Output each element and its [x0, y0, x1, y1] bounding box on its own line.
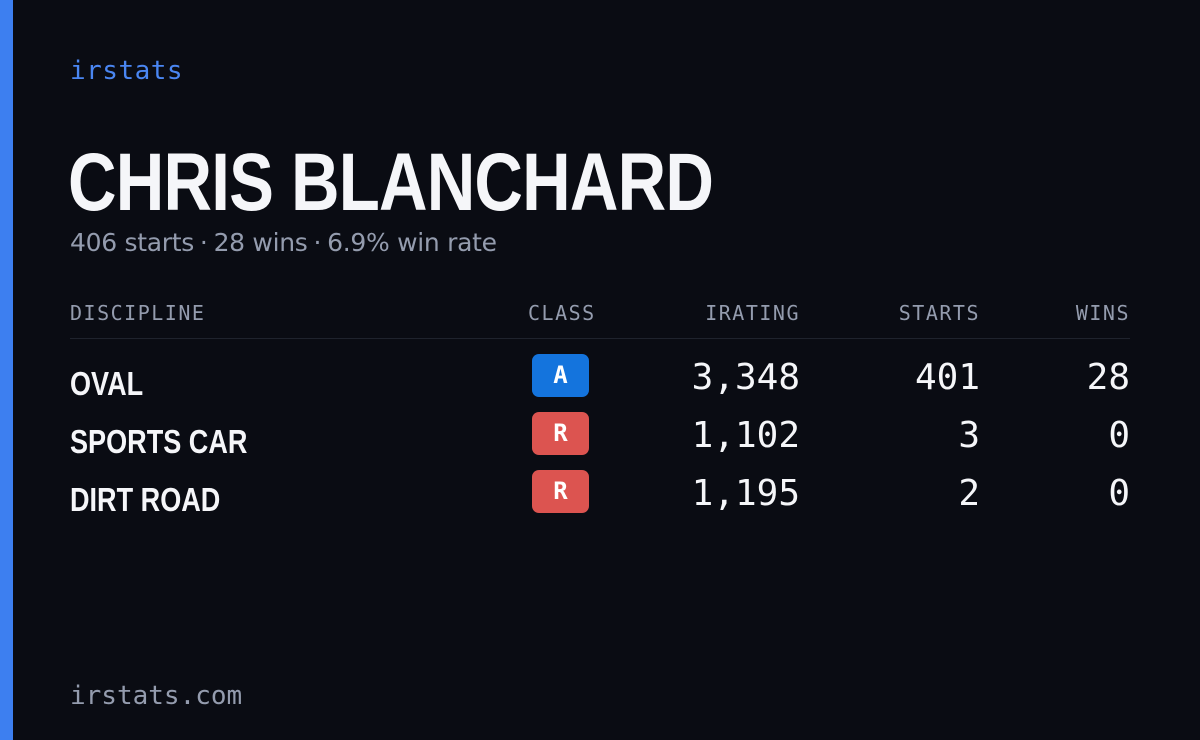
summary-win-rate: 6.9% win rate: [327, 228, 497, 257]
row-irating: 3,348: [691, 357, 800, 398]
row-wins: 0: [1108, 415, 1130, 456]
header-wins: WINS: [1075, 301, 1130, 325]
row-starts: 3: [958, 415, 980, 456]
row-irating: 1,195: [691, 473, 800, 514]
class-badge: R: [532, 470, 589, 513]
footer-url: irstats.com: [70, 681, 243, 711]
table-row: SPORTS CAR R 1,102 3 0: [70, 410, 1130, 468]
table-header: DISCIPLINE CLASS IRATING STARTS WINS: [70, 300, 1130, 339]
summary-wins: 28 wins: [213, 228, 308, 257]
brand-logo-text: irstats: [70, 56, 184, 86]
class-badge: A: [532, 354, 589, 397]
header-irating: IRATING: [705, 301, 800, 325]
row-discipline: OVAL: [70, 365, 144, 402]
table-row: DIRT ROAD R 1,195 2 0: [70, 468, 1130, 526]
row-discipline: DIRT ROAD: [70, 481, 221, 518]
row-discipline: SPORTS CAR: [70, 423, 248, 460]
class-badge: R: [532, 412, 589, 455]
row-starts: 2: [958, 473, 980, 514]
table-row: OVAL A 3,348 401 28: [70, 352, 1130, 410]
header-class: CLASS: [528, 301, 596, 325]
row-wins: 28: [1086, 357, 1130, 398]
driver-summary: 406 starts · 28 wins · 6.9% win rate: [70, 228, 497, 257]
row-irating: 1,102: [691, 415, 800, 456]
header-starts: STARTS: [898, 301, 980, 325]
summary-starts: 406 starts: [70, 228, 194, 257]
row-wins: 0: [1108, 473, 1130, 514]
driver-name: CHRIS BLANCHARD: [68, 137, 714, 228]
summary-separator: ·: [199, 228, 208, 257]
header-discipline: DISCIPLINE: [70, 301, 206, 325]
row-starts: 401: [914, 357, 980, 398]
accent-bar: [0, 0, 13, 740]
summary-separator: ·: [313, 228, 322, 257]
discipline-table: OVAL A 3,348 401 28 SPORTS CAR R 1,102 3…: [70, 352, 1130, 526]
